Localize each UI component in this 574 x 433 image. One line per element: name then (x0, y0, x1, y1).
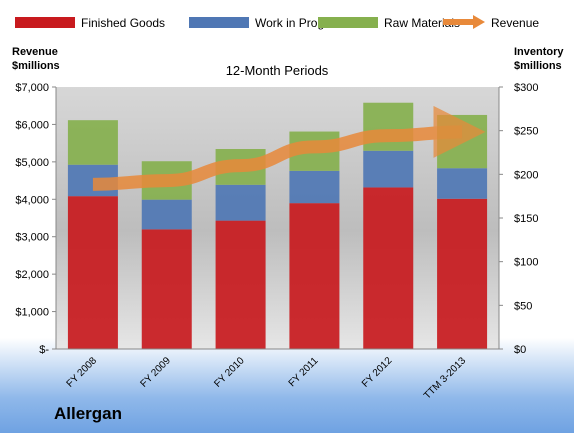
legend-swatch-finished-goods (15, 17, 75, 28)
left-tick-label-6: $6,000 (15, 119, 49, 131)
bar-raw-materials-5 (437, 114, 488, 169)
left-axis-label-line-1: Revenue (12, 46, 58, 58)
revenue-line (92, 105, 486, 191)
left-tick-label-5: $5,000 (15, 157, 49, 169)
right-axis-label-line-2: $millions (514, 60, 562, 72)
left-tick-label-7: $7,000 (15, 82, 49, 94)
company-name: Allergan (54, 404, 123, 423)
category-label-1: FY 2009 (138, 355, 173, 390)
category-label-2: FY 2010 (212, 355, 247, 390)
category-label-5: TTM 3-2013 (422, 355, 469, 402)
category-label-4: FY 2012 (360, 355, 395, 390)
bar-work-in-progress-1 (141, 199, 192, 230)
bar-finished-goods-0 (67, 196, 118, 349)
right-tick-label-4: $200 (514, 169, 538, 181)
right-axis-label-line-1: Inventory (514, 46, 564, 58)
right-tick-label-0: $0 (514, 344, 526, 356)
bar-work-in-progress-5 (437, 168, 488, 199)
legend-label-revenue: Revenue (491, 16, 539, 30)
left-tick-label-0: $- (39, 344, 49, 356)
left-tick-label-1: $1,000 (15, 307, 49, 319)
bar-finished-goods-1 (141, 229, 192, 349)
category-label-3: FY 2011 (287, 355, 321, 389)
legend-label-finished-goods: Finished Goods (81, 16, 165, 30)
legend-swatch-work-in-progress (189, 17, 249, 28)
legend-arrow-revenue (473, 15, 485, 29)
bar-raw-materials-4 (363, 102, 414, 151)
left-tick-label-4: $4,000 (15, 194, 49, 206)
bar-finished-goods-3 (289, 203, 340, 349)
right-tick-label-1: $50 (514, 300, 532, 312)
legend-swatch-raw-materials (318, 17, 378, 28)
left-axis-label-line-2: $millions (12, 60, 60, 72)
bar-work-in-progress-4 (363, 150, 414, 188)
bar-finished-goods-4 (363, 187, 414, 349)
bar-work-in-progress-3 (289, 170, 340, 204)
right-tick-label-3: $150 (514, 213, 538, 225)
bar-raw-materials-0 (67, 120, 118, 165)
category-label-0: FY 2008 (65, 355, 100, 390)
left-tick-label-3: $3,000 (15, 232, 49, 244)
bar-finished-goods-2 (215, 220, 266, 349)
right-tick-label-5: $250 (514, 126, 538, 138)
bar-finished-goods-5 (437, 198, 488, 349)
right-tick-label-6: $300 (514, 82, 538, 94)
bar-work-in-progress-2 (215, 184, 266, 221)
right-tick-label-2: $100 (514, 257, 538, 269)
chart-title: 12-Month Periods (226, 63, 329, 78)
legend-label-raw-materials: Raw Materials (384, 16, 460, 30)
plot-area (56, 87, 499, 349)
left-tick-label-2: $2,000 (15, 269, 49, 281)
